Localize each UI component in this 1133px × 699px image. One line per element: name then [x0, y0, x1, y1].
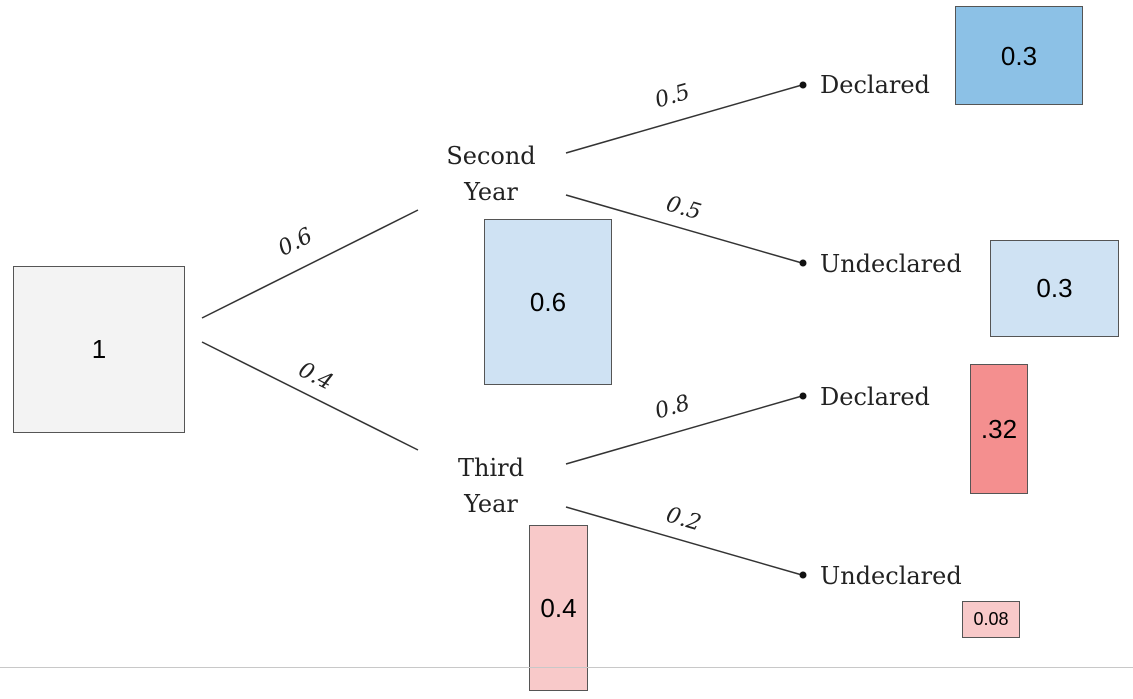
second-undeclared-value: 0.3 — [1036, 273, 1073, 303]
third-year-label-line2: Year — [464, 490, 518, 518]
edge-root-second-year — [201, 209, 419, 319]
second-year-label: Second Year — [436, 138, 546, 210]
third-year-label: Third Year — [436, 450, 546, 522]
third-year-value: 0.4 — [540, 592, 577, 623]
leaf-dot-second-undeclared — [799, 259, 807, 267]
bottom-divider — [0, 667, 1133, 668]
edge-second-declared — [565, 84, 803, 154]
leaf-dot-third-undeclared — [799, 571, 807, 579]
leaf-label-third-declared: Declared — [820, 383, 930, 411]
edge-third-undeclared — [565, 506, 803, 576]
third-declared-value-box: .32 — [970, 364, 1028, 494]
third-declared-value: .32 — [980, 413, 1018, 444]
leaf-label-second-declared: Declared — [820, 71, 930, 99]
leaf-dot-second-declared — [799, 81, 807, 89]
third-undeclared-value-box: 0.08 — [962, 601, 1020, 638]
second-declared-value: 0.3 — [1000, 41, 1038, 71]
second-year-label-line1: Second — [446, 142, 536, 170]
edge-third-declared — [565, 395, 803, 465]
leaf-label-second-undeclared: Undeclared — [820, 250, 962, 278]
second-year-label-line2: Year — [464, 178, 518, 206]
leaf-dot-third-declared — [799, 392, 807, 400]
third-year-label-line1: Third — [458, 454, 524, 482]
edge-root-third-year — [201, 341, 419, 451]
edge-second-undeclared — [565, 194, 803, 264]
leaf-label-third-undeclared: Undeclared — [820, 562, 962, 590]
second-declared-value-box: 0.3 — [955, 6, 1083, 105]
third-undeclared-value: 0.08 — [973, 609, 1009, 629]
root-value-box: 1 — [13, 266, 185, 433]
second-year-value: 0.6 — [529, 286, 567, 317]
second-undeclared-value-box: 0.3 — [990, 240, 1119, 337]
second-year-value-box: 0.6 — [484, 219, 612, 385]
root-value: 1 — [91, 334, 107, 364]
third-year-value-box: 0.4 — [529, 525, 588, 691]
